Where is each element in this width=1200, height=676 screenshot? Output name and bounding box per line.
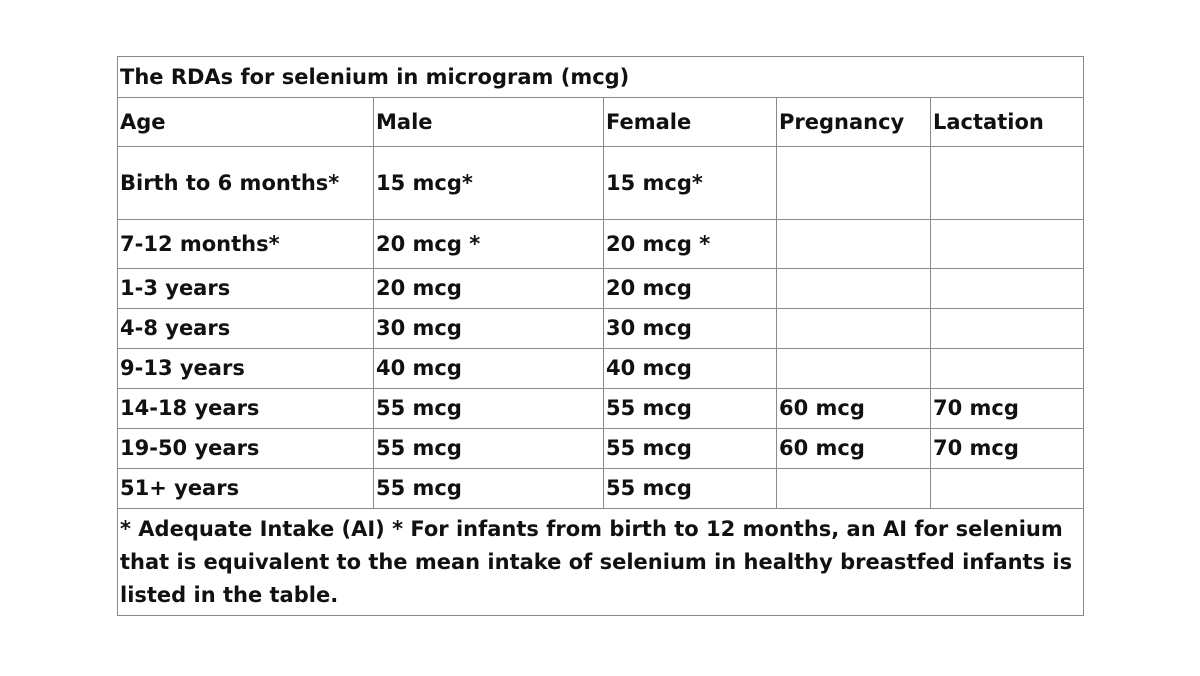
header-row: Age Male Female Pregnancy Lactation <box>117 97 1085 147</box>
pregnancy-cell <box>776 348 931 389</box>
table-row: 9-13 years 40 mcg 40 mcg <box>117 348 1085 389</box>
female-cell: 55 mcg <box>603 428 777 469</box>
pregnancy-cell <box>776 308 931 349</box>
pregnancy-cell: 60 mcg <box>776 388 931 429</box>
male-cell: 20 mcg * <box>373 219 604 269</box>
lactation-cell <box>929 308 1085 349</box>
male-cell: 30 mcg <box>373 308 604 349</box>
table-row: 14-18 years 55 mcg 55 mcg 60 mcg 70 mcg <box>117 388 1085 429</box>
pregnancy-cell: 60 mcg <box>776 428 931 469</box>
age-cell: 19-50 years <box>117 428 374 469</box>
male-cell: 20 mcg <box>373 268 604 309</box>
header-male: Male <box>373 97 604 147</box>
header-lactation: Lactation <box>929 97 1085 147</box>
pregnancy-cell <box>776 268 931 309</box>
female-cell: 30 mcg <box>603 308 777 349</box>
lactation-cell: 70 mcg <box>929 388 1085 429</box>
female-cell: 20 mcg * <box>603 219 777 269</box>
selenium-rda-table: The RDAs for selenium in microgram (mcg)… <box>116 56 1085 616</box>
male-cell: 15 mcg* <box>373 146 604 220</box>
lactation-cell <box>929 219 1085 269</box>
table-row: 4-8 years 30 mcg 30 mcg <box>117 308 1085 349</box>
table-row: 7-12 months* 20 mcg * 20 mcg * <box>117 219 1085 269</box>
age-cell: 1-3 years <box>117 268 374 309</box>
male-cell: 40 mcg <box>373 348 604 389</box>
male-cell: 55 mcg <box>373 388 604 429</box>
female-cell: 15 mcg* <box>603 146 777 220</box>
header-age: Age <box>117 97 374 147</box>
lactation-cell <box>929 146 1085 220</box>
table-title: The RDAs for selenium in microgram (mcg) <box>116 56 1085 98</box>
header-pregnancy: Pregnancy <box>776 97 931 147</box>
age-cell: Birth to 6 months* <box>117 146 374 220</box>
lactation-cell <box>929 268 1085 309</box>
age-cell: 9-13 years <box>117 348 374 389</box>
table-row: Birth to 6 months* 15 mcg* 15 mcg* <box>117 146 1085 220</box>
age-cell: 51+ years <box>117 468 374 509</box>
lactation-cell <box>929 468 1085 509</box>
table-row: 19-50 years 55 mcg 55 mcg 60 mcg 70 mcg <box>117 428 1085 469</box>
male-cell: 55 mcg <box>373 468 604 509</box>
pregnancy-cell <box>776 219 931 269</box>
title-row: The RDAs for selenium in microgram (mcg) <box>116 56 1085 98</box>
table-footnote: * Adequate Intake (AI) * For infants fro… <box>116 508 1085 616</box>
lactation-cell <box>929 348 1085 389</box>
male-cell: 55 mcg <box>373 428 604 469</box>
female-cell: 20 mcg <box>603 268 777 309</box>
age-cell: 4-8 years <box>117 308 374 349</box>
header-female: Female <box>603 97 777 147</box>
female-cell: 55 mcg <box>603 388 777 429</box>
table-row: 1-3 years 20 mcg 20 mcg <box>117 268 1085 309</box>
pregnancy-cell <box>776 146 931 220</box>
age-cell: 7-12 months* <box>117 219 374 269</box>
lactation-cell: 70 mcg <box>929 428 1085 469</box>
female-cell: 55 mcg <box>603 468 777 509</box>
footnote-row: * Adequate Intake (AI) * For infants fro… <box>116 508 1085 616</box>
female-cell: 40 mcg <box>603 348 777 389</box>
table-row: 51+ years 55 mcg 55 mcg <box>117 468 1085 509</box>
pregnancy-cell <box>776 468 931 509</box>
age-cell: 14-18 years <box>117 388 374 429</box>
